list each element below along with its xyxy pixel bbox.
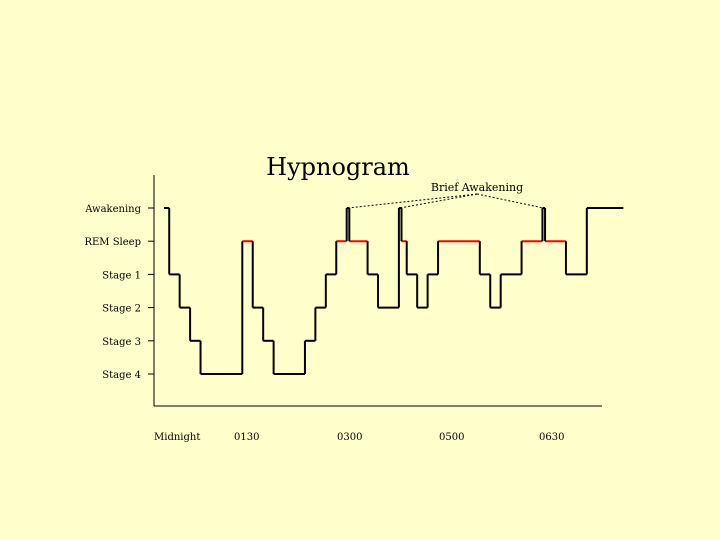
x-tick-label: 0630 <box>539 432 564 443</box>
x-tick-label: Midnight <box>154 432 200 443</box>
y-tick-label: Stage 3 <box>102 337 141 348</box>
y-tick-label: Stage 1 <box>102 270 141 281</box>
annotation-pointer <box>399 193 478 209</box>
y-tick-label: Awakening <box>84 204 141 215</box>
y-tick-label: Stage 2 <box>102 304 141 315</box>
y-tick-label: Stage 4 <box>102 370 141 381</box>
x-tick-label: 0130 <box>234 432 259 443</box>
chart-title: Hypnogram <box>266 153 410 181</box>
annotation-label: Brief Awakening <box>431 181 523 194</box>
x-tick-label: 0500 <box>439 432 464 443</box>
x-tick-label: 0300 <box>337 432 362 443</box>
annotation-pointer <box>476 193 544 209</box>
brief-awakening-annotation: Brief Awakening <box>347 181 544 209</box>
x-tick-labels: Midnight 0130 0300 0500 0630 <box>154 432 564 443</box>
hypnogram-trace <box>164 207 624 375</box>
axes <box>148 175 602 407</box>
y-tick-labels: Awakening REM Sleep Stage 1 Stage 2 Stage 3 S… <box>84 204 141 381</box>
annotation-pointer <box>347 193 478 209</box>
y-tick-label: REM Sleep <box>84 237 141 248</box>
